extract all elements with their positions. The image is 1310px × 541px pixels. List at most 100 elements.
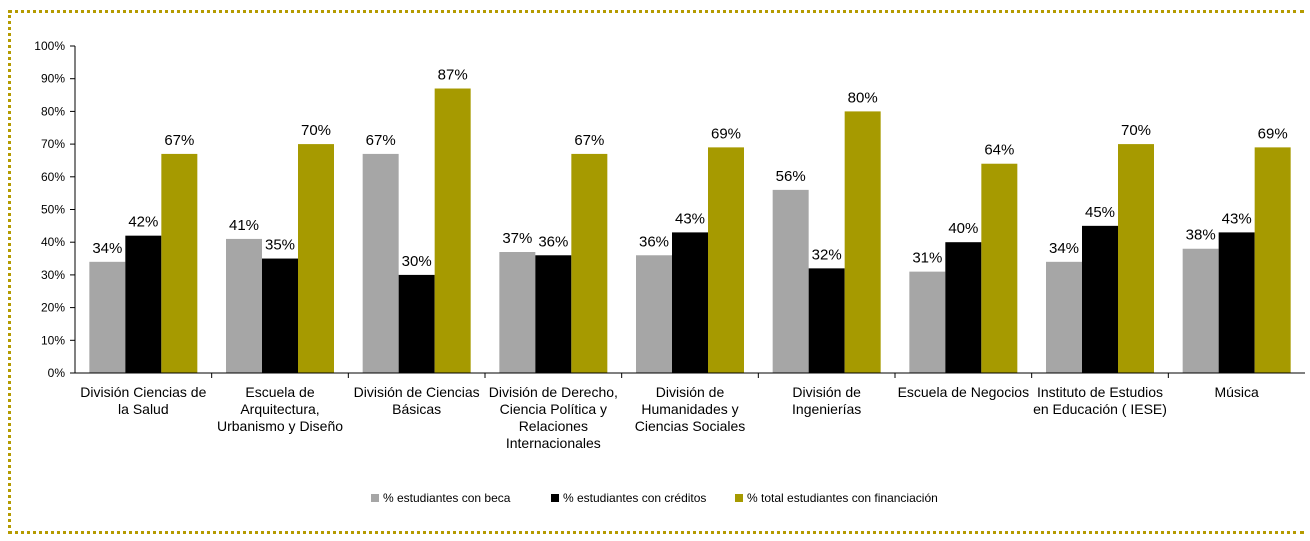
category-label: División de Derecho, (489, 384, 618, 400)
y-axis: 0% 10% 20% 30% 40% 50% 60% 70% 80% 90% 100% (34, 39, 76, 380)
category-label: Escuela de (245, 384, 314, 400)
data-label: 43% (675, 210, 705, 227)
bar (161, 153, 198, 373)
data-label: 42% (128, 214, 158, 231)
y-tick-label: 10% (41, 333, 65, 347)
bars (89, 88, 1291, 374)
legend-label: % total estudiantes con financiación (747, 491, 938, 505)
bar (499, 252, 536, 373)
data-label: 35% (265, 237, 295, 254)
data-label: 45% (1085, 204, 1115, 221)
data-label: 30% (402, 253, 432, 270)
bar (1218, 232, 1255, 373)
data-labels: 34% 42% 67% 41% 35% 70% 67% 30% 87% 37% 36% 67% 36% 4… (92, 67, 1287, 270)
data-label: 70% (1121, 122, 1151, 139)
bar (844, 111, 881, 374)
category-label: Internacionales (506, 435, 601, 451)
category-label: Música (1214, 384, 1259, 400)
bar (1254, 147, 1291, 373)
data-label: 56% (776, 168, 806, 185)
category-label: División de (656, 384, 725, 400)
legend-swatch (371, 494, 379, 502)
data-label: 31% (912, 250, 942, 267)
bar (981, 163, 1018, 373)
dotted-border-bottom (8, 531, 1304, 534)
legend: % estudiantes con beca % estudiantes con … (371, 491, 938, 505)
y-tick-label: 40% (41, 235, 65, 249)
legend-swatch (551, 494, 559, 502)
category-label: Arquitectura, (240, 401, 319, 417)
bar (1118, 144, 1154, 373)
legend-label: % estudiantes con créditos (563, 491, 706, 505)
bar (298, 144, 334, 373)
data-label: 34% (1049, 240, 1079, 257)
category-label: División de (792, 384, 861, 400)
data-label: 69% (1258, 125, 1288, 142)
data-label: 37% (502, 230, 532, 247)
y-tick-label: 90% (41, 72, 65, 86)
dotted-border-left (8, 10, 11, 534)
data-label: 67% (164, 132, 194, 149)
bar (909, 271, 946, 373)
data-label: 70% (301, 122, 331, 139)
bar (398, 274, 435, 373)
category-label: Ciencias Sociales (635, 418, 746, 434)
category-label: Instituto de Estudios (1037, 384, 1163, 400)
dotted-border-top (8, 10, 1304, 13)
data-label: 67% (574, 132, 604, 149)
y-tick-label: 60% (41, 170, 65, 184)
data-label: 32% (812, 246, 842, 263)
y-tick-label: 30% (41, 268, 65, 282)
data-label: 87% (438, 67, 468, 84)
bar (808, 268, 845, 373)
bar (945, 242, 982, 373)
data-label: 64% (984, 142, 1014, 159)
bar (672, 232, 708, 373)
category-label: Relaciones (519, 418, 588, 434)
y-tick-label: 70% (41, 137, 65, 151)
bar (636, 255, 672, 373)
bar (262, 258, 298, 373)
data-label: 36% (538, 233, 568, 250)
bar (772, 189, 809, 373)
bar (89, 261, 126, 373)
bar (535, 255, 572, 373)
category-label: División de Ciencias (354, 384, 480, 400)
data-label: 43% (1222, 210, 1252, 227)
bar (1046, 261, 1082, 373)
category-label: División Ciencias de (80, 384, 206, 400)
y-tick-label: 50% (41, 203, 65, 217)
legend-label: % estudiantes con beca (383, 491, 511, 505)
category-label: Ciencia Política y (500, 401, 607, 417)
data-label: 36% (639, 233, 669, 250)
data-label: 69% (711, 125, 741, 142)
bar (125, 235, 162, 373)
bar (226, 238, 262, 373)
y-tick-label: 0% (48, 366, 66, 380)
category-label: Básicas (392, 401, 441, 417)
bar (1082, 225, 1118, 373)
data-label: 38% (1186, 227, 1216, 244)
data-label: 40% (948, 220, 978, 237)
bar (1182, 248, 1219, 373)
y-tick-label: 20% (41, 301, 65, 315)
category-label: la Salud (118, 401, 169, 417)
category-label: en Educación ( IESE) (1033, 401, 1167, 417)
category-label: Ingenierías (792, 401, 861, 417)
bar (434, 88, 471, 373)
y-tick-label: 80% (41, 104, 65, 118)
bar (571, 153, 608, 373)
category-label: Humanidades y (641, 401, 738, 417)
bar (362, 153, 399, 373)
y-tick-label: 100% (34, 39, 65, 53)
data-label: 80% (848, 89, 878, 106)
legend-swatch (735, 494, 743, 502)
category-label: Escuela de Negocios (898, 384, 1030, 400)
category-label: Urbanismo y Diseño (217, 418, 343, 434)
data-label: 34% (92, 240, 122, 257)
bar (708, 147, 744, 373)
data-label: 41% (229, 217, 259, 234)
